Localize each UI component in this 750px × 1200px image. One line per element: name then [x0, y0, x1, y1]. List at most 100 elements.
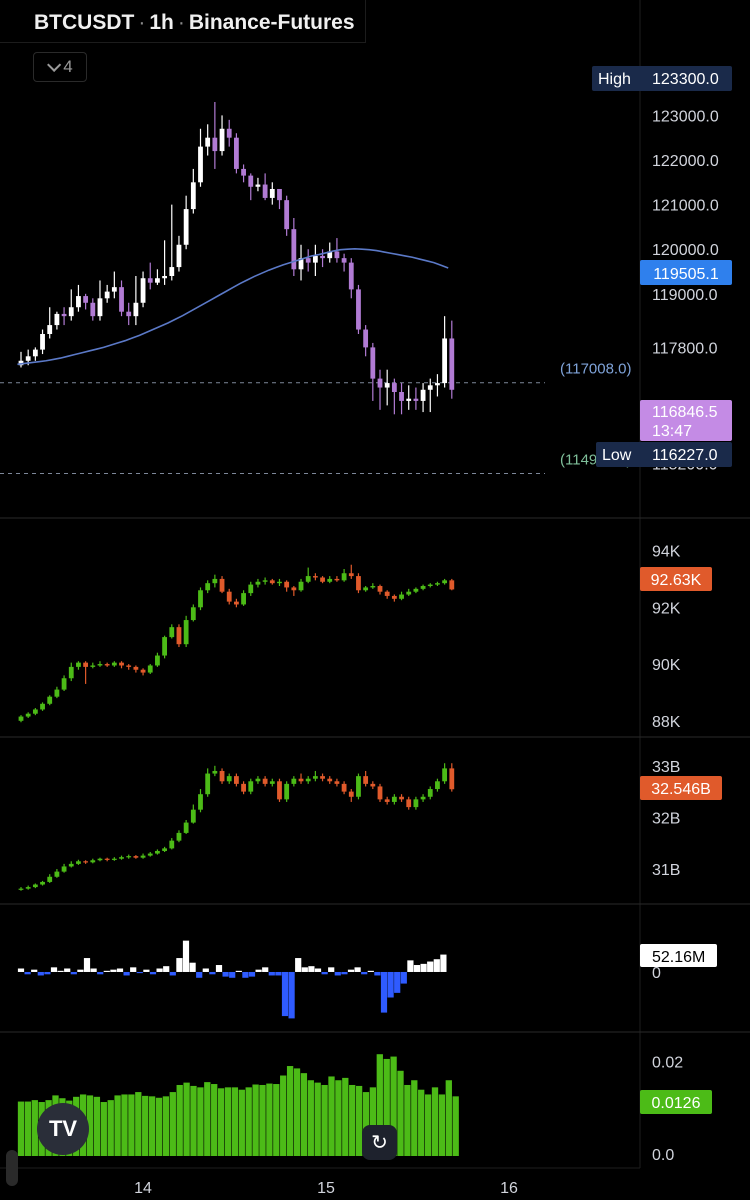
- indicator-3-bar: [354, 967, 361, 972]
- indicator-4-bar: [349, 1084, 356, 1156]
- indicator-1-candle: [269, 580, 275, 584]
- indicator-2-candle: [140, 855, 146, 858]
- indicator-3-bar: [163, 966, 170, 972]
- indicator-4-bar: [397, 1070, 404, 1156]
- indicator-1-candle: [277, 581, 282, 584]
- indicator-4-bar: [121, 1094, 128, 1156]
- symbol-label: BTCUSDT: [34, 11, 135, 34]
- indicator-3-bar: [136, 971, 143, 974]
- indicator-2-candle: [205, 773, 211, 795]
- indicator-2-candle: [198, 794, 203, 810]
- indicator-1-candle: [391, 595, 397, 599]
- indicator-3-bar: [169, 971, 176, 976]
- indicator-3-bar: [31, 969, 38, 972]
- reset-icon[interactable]: ↻: [362, 1125, 397, 1160]
- indicator-4-bar: [204, 1082, 211, 1156]
- indicator-2-last-value-bg: [640, 776, 722, 800]
- indicator-4-bar: [273, 1084, 280, 1156]
- indicator-2-candle: [277, 781, 282, 800]
- indicator-1-candle: [212, 578, 218, 584]
- indicator-2-candle: [47, 876, 53, 882]
- indicator-3-bar: [314, 968, 322, 972]
- indicator-3-bar: [420, 963, 427, 972]
- indicator-4-bar: [169, 1092, 176, 1156]
- indicator-1-candle: [399, 594, 404, 599]
- price-candle: [305, 258, 311, 263]
- indicator-2-candle: [284, 783, 290, 800]
- price-candle: [391, 383, 397, 392]
- indicator-1-candle: [90, 665, 96, 667]
- indicator-2-candle: [25, 887, 31, 889]
- last-price-tag-bg: [640, 400, 732, 441]
- price-candle: [18, 360, 24, 366]
- indicator-1-candle: [111, 662, 117, 666]
- price-candle: [262, 184, 268, 198]
- indicator-2-candle: [147, 853, 153, 856]
- indicator-1-tick: 94K: [652, 544, 681, 561]
- indicator-1-candle: [305, 576, 311, 582]
- indicator-4-bar: [107, 1100, 114, 1156]
- indicator-4-bar: [362, 1092, 370, 1156]
- indicator-3-bar: [229, 971, 236, 978]
- symbol-title[interactable]: BTCUSDT · 1h · Binance-Futures: [34, 11, 355, 35]
- indicator-3-bar: [44, 971, 51, 975]
- high-label: High: [598, 71, 631, 88]
- indicators-collapse-button[interactable]: 4: [33, 52, 87, 82]
- indicator-3-bar: [295, 958, 302, 972]
- price-candle: [155, 278, 160, 283]
- indicator-4-bar: [128, 1094, 135, 1156]
- indicator-2-candle: [427, 789, 433, 797]
- indicator-2-candle: [248, 781, 254, 792]
- indicator-1-candle: [140, 669, 146, 673]
- price-candle: [420, 389, 426, 401]
- indicator-3-bar: [176, 958, 183, 972]
- price-candle: [298, 258, 304, 270]
- price-candle: [40, 334, 45, 350]
- indicator-1-candle: [435, 583, 440, 585]
- price-candle: [320, 255, 325, 259]
- indicator-1-candle: [97, 664, 103, 666]
- moving-average-line: [17, 247, 449, 366]
- bar-countdown: 13:47: [652, 423, 692, 440]
- indicator-3-last-value-bg: [640, 944, 717, 967]
- price-candle: [442, 338, 448, 384]
- indicator-3-bar: [64, 968, 71, 972]
- indicator-2-candle: [399, 796, 404, 800]
- indicator-2-candle: [348, 791, 354, 797]
- price-candle: [97, 298, 103, 317]
- price-candle: [435, 383, 440, 386]
- indicator-1-candle: [298, 581, 304, 591]
- indicator-2-candle: [435, 781, 440, 790]
- indicator-2-candle: [241, 783, 246, 792]
- indicator-3-bar: [281, 971, 289, 1017]
- high-tag-bg: [592, 66, 732, 91]
- scroll-grip-handle[interactable]: [6, 1150, 18, 1186]
- indicator-3-bar: [37, 971, 44, 976]
- collapsed-indicator-count: 4: [63, 57, 73, 76]
- price-candle: [32, 349, 38, 357]
- indicator-1-candle: [420, 586, 426, 589]
- indicator-2-candle: [104, 858, 110, 860]
- indicator-1-candle: [205, 583, 211, 591]
- price-candle: [183, 209, 189, 245]
- indicator-3-bar: [380, 971, 388, 1013]
- indicator-4-bar: [190, 1085, 197, 1156]
- indicator-2-candle: [68, 863, 74, 867]
- indicator-3-bar: [413, 965, 421, 972]
- indicator-4-bar: [266, 1083, 273, 1156]
- indicator-4-bar: [438, 1094, 446, 1156]
- indicator-3-bar: [77, 969, 84, 972]
- price-candle: [198, 146, 203, 183]
- indicator-4-bar: [197, 1087, 204, 1156]
- time-tick-label: 16: [500, 1180, 518, 1197]
- indicator-4-bar: [148, 1096, 156, 1156]
- indicator-2-candle: [341, 783, 347, 792]
- indicator-2-candle: [305, 778, 311, 782]
- indicator-2-candle: [32, 884, 38, 888]
- indicator-2-candle: [40, 881, 45, 885]
- indicator-4-bar: [245, 1087, 252, 1156]
- indicator-1-tick: 92K: [652, 600, 681, 617]
- indicator-3-bar: [374, 971, 381, 976]
- price-candle: [327, 251, 333, 259]
